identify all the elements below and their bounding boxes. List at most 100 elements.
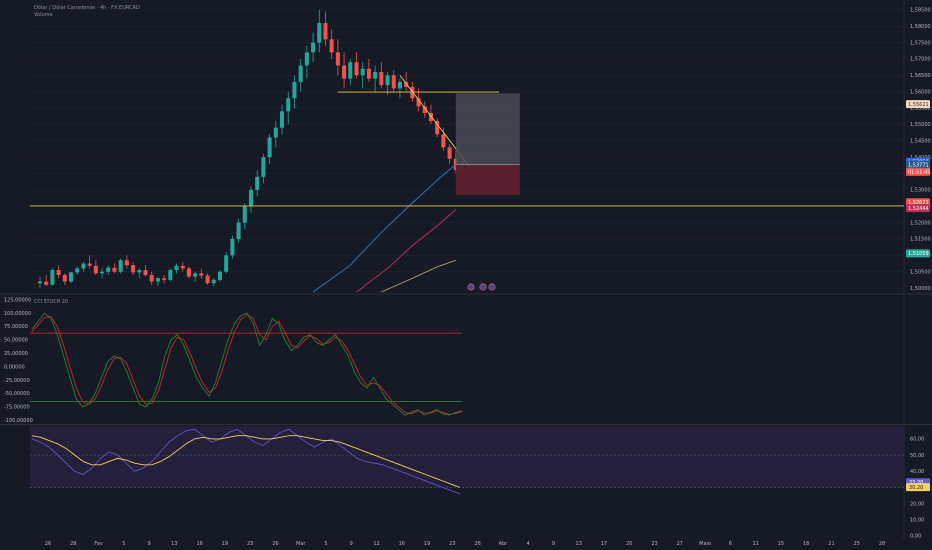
candle-body [280,111,285,128]
time-tick-label: 23 [247,541,253,547]
event-marker-icon [488,283,496,291]
rsi-ma-line [31,435,461,488]
candle-body [75,268,80,273]
candle-body [69,272,74,282]
price-tag [906,160,930,169]
candle-body [44,281,49,285]
stoch-tick-label: -100,00000 [4,418,33,424]
price-tag [906,100,930,109]
time-tick-label: 20 [626,541,632,547]
candle-body [143,270,148,275]
time-tick-label: 19 [222,541,228,547]
price-tick-label: 1,57500 [910,40,931,46]
candle-body [100,271,105,274]
time-tick-label: Fev [94,541,103,547]
stoch-tick-label: 25,00000 [4,351,28,357]
time-tick-label: 27 [677,541,683,547]
candle-body [404,81,409,87]
stoch-k-line [31,312,463,416]
time-tick-label: 23 [651,541,657,547]
candle-body [391,75,396,89]
time-tick-label: 9 [147,541,150,547]
candle-body [124,260,129,266]
candle-body [50,270,55,285]
price-tag [906,204,930,213]
candle-body [199,273,204,276]
candle-body [106,267,111,272]
candle-body [230,238,235,256]
candle-body [137,270,142,273]
moving-average-line [356,209,457,293]
time-tick-label: 21 [828,541,834,547]
stop-zone [455,164,520,195]
candle-body [112,267,117,272]
candle-body [211,279,216,284]
rsi-tag [906,483,930,492]
price-tag-label: 01:51:45 [908,170,930,176]
stoch-tick-label: -25,00000 [4,378,30,384]
time-tick-label: Maio [699,541,711,547]
symbol-line: Dólar / Dólar Canadense · 4h · FX:EURCAD [34,5,140,11]
candle-body [373,72,378,79]
time-tick-label: 5 [324,541,327,547]
candle-body [236,222,241,239]
price-tag [906,249,930,258]
rsi-tick-label: 10,00 [910,518,924,524]
time-tick-label: Mar [296,541,306,547]
candle-body [422,106,427,113]
price-tick-label: 1,58500 [910,8,931,14]
candle-body [118,260,123,272]
time-tick-label: 9 [350,541,353,547]
candle-body [267,137,272,158]
candle-body [168,270,173,280]
price-tick-label: 1,52000 [910,220,931,226]
candle-body [323,22,328,40]
stoch-tick-label: 75,00000 [4,324,28,330]
price-tag-label: 1,52444 [908,206,929,212]
stoch-tick-label: 100,00000 [4,311,31,317]
candle-body [162,278,167,280]
time-tick-label: 4 [527,541,530,547]
candle-body [397,81,402,89]
event-marker-icon [479,283,487,291]
rsi-tag-label: 30,20 [909,485,923,491]
time-tick-label: 12 [373,541,379,547]
candle-body [56,270,61,275]
time-tick-label: 11 [752,541,758,547]
price-tick-label: 1,57000 [910,57,931,63]
time-tick-label: 26 [45,541,51,547]
candle-body [342,65,347,79]
price-tick-label: 1,50500 [910,269,931,275]
candle-body [37,281,43,284]
candle-body [348,62,353,79]
candle-body [435,121,440,135]
price-tag-label: 1,53771 [908,162,929,168]
moving-average-line [381,259,456,293]
chart-header: Dólar / Dólar Canadense · 4h · FX:EURCAD… [34,5,140,19]
time-tick-label: 23 [449,541,455,547]
price-tick-label: 1,51500 [910,237,931,243]
time-tick-label: 13 [576,541,582,547]
candle-body [286,98,291,112]
candle-body [87,263,92,266]
stoch-d-line [31,314,463,415]
price-tag [906,167,930,176]
price-tag-label: 1,51059 [908,251,929,257]
candle-body [298,65,303,82]
candle-body [447,147,452,159]
candle-body [261,157,266,177]
candle-body [93,265,98,274]
candle-body [149,274,154,282]
time-tick-label: 16 [399,541,405,547]
candle-body [180,265,185,269]
rsi-tick-label: 20,00 [910,501,924,507]
time-tick-label: 15 [778,541,784,547]
time-tick-label: 6 [729,541,732,547]
time-tick-label: Abr [499,541,509,547]
candle-body [360,68,365,76]
sub-line: Volume [34,12,53,18]
candle-body [292,81,297,99]
target-zone [455,93,520,165]
time-tick-label: 19 [424,541,430,547]
